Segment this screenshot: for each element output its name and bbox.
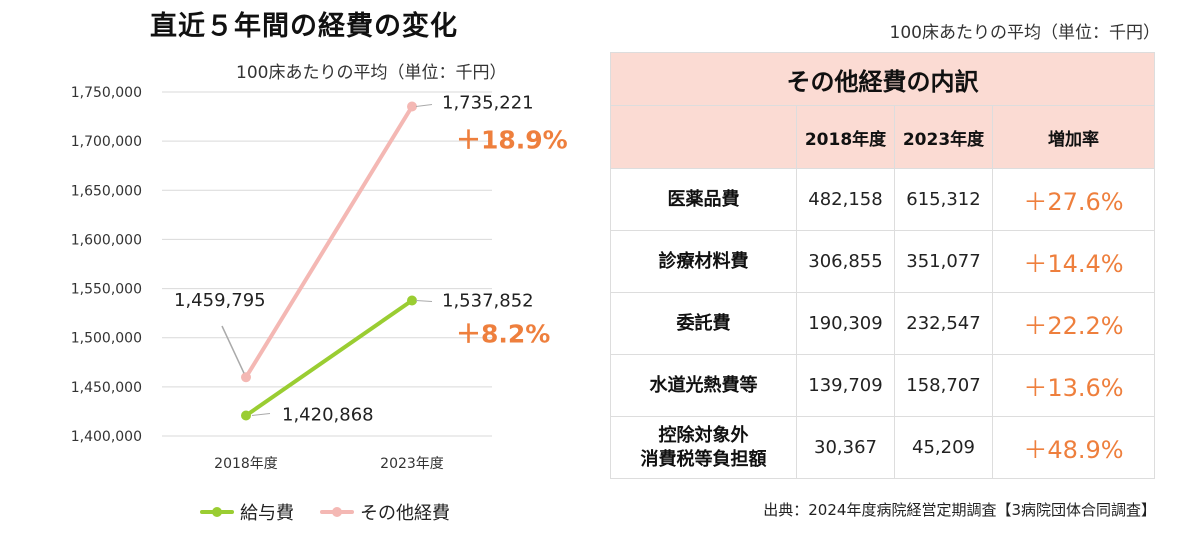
row-value-2023: 351,077 [894, 230, 993, 293]
row-value-2023: 615,312 [894, 168, 993, 231]
row-value-2018: 190,309 [796, 292, 895, 355]
data-point [241, 410, 251, 421]
y-tick-label: 1,750,000 [71, 85, 142, 101]
leader-line [251, 412, 271, 416]
header-rate: 増加率 [992, 105, 1155, 169]
data-label: 1,537,852 [442, 291, 534, 312]
y-tick-label: 1,650,000 [71, 183, 142, 199]
table-row: 医薬品費 482,158 615,312 ＋27.6% [610, 168, 1155, 231]
row-rate: ＋13.6% [992, 354, 1155, 417]
page-title: 直近５年間の経費の変化 [150, 11, 458, 42]
data-label: 1,420,868 [282, 404, 374, 425]
row-item: 医薬品費 [610, 168, 797, 231]
row-value-2023: 45,209 [894, 416, 993, 479]
change-label: ＋18.9% [456, 126, 568, 155]
header-2018: 2018年度 [796, 105, 895, 169]
y-tick-label: 1,550,000 [71, 282, 142, 298]
table-row: 水道光熱費等 139,709 158,707 ＋13.6% [610, 354, 1155, 417]
table-header-row: 2018年度 2023年度 増加率 [610, 105, 1155, 169]
row-rate: ＋14.4% [992, 230, 1155, 293]
leader-line [221, 325, 245, 374]
legend-swatch-other [320, 507, 354, 517]
legend-swatch-salary [200, 507, 234, 517]
row-item: 水道光熱費等 [610, 354, 797, 417]
row-rate: ＋27.6% [992, 168, 1155, 231]
row-value-2018: 482,158 [796, 168, 895, 231]
x-tick-label: 2018年度 [214, 456, 278, 472]
x-tick-label: 2023年度 [380, 456, 444, 472]
legend-label-salary: 給与費 [240, 503, 294, 524]
row-value-2023: 158,707 [894, 354, 993, 417]
table-row: 控除対象外 消費税等負担額 30,367 45,209 ＋48.9% [610, 416, 1155, 479]
y-tick-label: 1,450,000 [71, 380, 142, 396]
y-tick-label: 1,600,000 [71, 232, 142, 248]
chart-legend: 給与費 その他経費 [200, 499, 450, 525]
header-2023: 2023年度 [894, 105, 993, 169]
data-point [241, 372, 251, 383]
table-unit-note: 100床あたりの平均（単位：千円） [889, 23, 1160, 43]
legend-label-other: その他経費 [360, 503, 450, 524]
row-item: 控除対象外 消費税等負担額 [610, 416, 797, 479]
legend-item-salary: 給与費 [200, 499, 294, 525]
leader-line [415, 104, 433, 108]
series-line [244, 104, 414, 380]
data-label: 1,459,795 [174, 290, 266, 311]
data-point [407, 101, 417, 112]
y-tick-label: 1,400,000 [71, 429, 142, 445]
row-item: 診療材料費 [610, 230, 797, 293]
row-rate: ＋48.9% [992, 416, 1155, 479]
breakdown-table: その他経費の内訳 2018年度 2023年度 増加率 医薬品費 482,158 … [610, 52, 1155, 479]
table-row: 診療材料費 306,855 351,077 ＋14.4% [610, 230, 1155, 293]
data-point [407, 295, 417, 306]
y-tick-label: 1,700,000 [71, 134, 142, 150]
row-value-2018: 306,855 [796, 230, 895, 293]
row-value-2023: 232,547 [894, 292, 993, 355]
series-line [244, 298, 414, 418]
source-note: 出典：2024年度病院経営定期調査【3病院団体合同調査】 [763, 501, 1156, 519]
row-rate: ＋22.2% [992, 292, 1155, 355]
table-row: 委託費 190,309 232,547 ＋22.2% [610, 292, 1155, 355]
header-item [610, 105, 797, 169]
data-label: 1,735,221 [442, 93, 534, 114]
row-value-2018: 30,367 [796, 416, 895, 479]
legend-item-other: その他経費 [320, 499, 450, 525]
chart-unit-note: 100床あたりの平均（単位：千円） [236, 63, 507, 83]
y-tick-label: 1,500,000 [71, 331, 142, 347]
row-item: 委託費 [610, 292, 797, 355]
line-chart: 1,400,000 1,450,000 1,500,000 1,550,000 1,60… [71, 85, 568, 472]
row-value-2018: 139,709 [796, 354, 895, 417]
table-caption: その他経費の内訳 [610, 52, 1155, 106]
change-label: ＋8.2% [456, 320, 550, 349]
leader-line [415, 300, 433, 303]
